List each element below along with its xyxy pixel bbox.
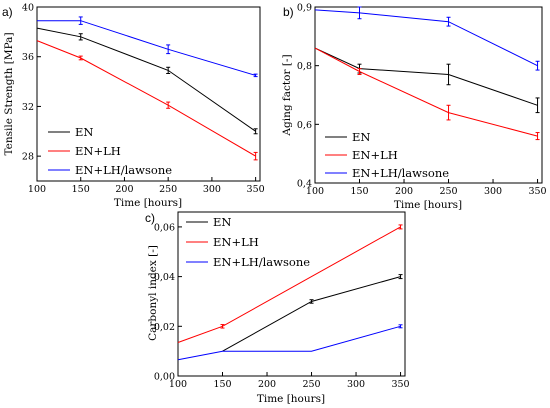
series-line-en-lh-lawsone — [177, 325, 401, 361]
panel-b-ylabel: Aging factor [-] — [281, 54, 293, 136]
series-line-en-lh-lawsone — [37, 20, 256, 76]
panel-c-ticks: 100 150 200 250 300 350 0,00 0,02 0,04 0,06 — [154, 222, 410, 390]
y-tick-label: 0,9 — [297, 3, 312, 14]
panel-a-letter: a) — [2, 5, 13, 19]
legend-label: EN+LH — [213, 235, 259, 249]
panel-c-legend: EN EN+LH EN+LH/lawsone — [186, 215, 310, 269]
panel-a: a) 100 150 200 250 300 350 28 32 36 40 Time [hour… — [2, 3, 265, 210]
x-tick-label: 250 — [302, 379, 320, 390]
y-tick-label: 32 — [22, 102, 34, 113]
y-tick-label: 0,02 — [154, 322, 175, 333]
legend-label: EN — [213, 215, 231, 229]
x-tick-label: 300 — [484, 186, 502, 197]
y-tick-label: 0,8 — [297, 61, 312, 72]
x-tick-label: 200 — [115, 184, 133, 195]
legend-label: EN+LH/lawsone — [352, 166, 449, 180]
y-tick-label: 28 — [22, 152, 34, 163]
legend-label: EN+LH — [75, 144, 121, 158]
series-line-en-lh — [314, 47, 538, 137]
panel-c: c) 100 150 200 250 300 350 0,00 0,02 0,04 0,06 Ti… — [145, 211, 410, 405]
series-line-en-lh — [177, 226, 401, 343]
panel-c-letter: c) — [145, 211, 155, 225]
x-tick-label: 150 — [213, 379, 231, 390]
panel-b-plot-area — [314, 6, 543, 184]
series-line-en — [222, 276, 401, 352]
x-tick-label: 150 — [72, 184, 90, 195]
panel-a-xlabel: Time [hours] — [114, 197, 182, 209]
series-line-en — [36, 27, 256, 132]
panel-b-ticks: 100 150 200 250 300 350 0,4 0,6 0,8 0,9 — [297, 3, 547, 198]
panel-a-ticks: 100 150 200 250 300 350 28 32 36 40 — [22, 3, 265, 196]
panel-b-xlabel: Time [hours] — [394, 199, 462, 211]
x-tick-label: 200 — [395, 186, 413, 197]
series-line-en-lh-lawsone — [314, 9, 538, 67]
x-tick-label: 250 — [439, 186, 457, 197]
x-tick-label: 100 — [306, 186, 324, 197]
legend-label: EN — [352, 130, 370, 144]
x-tick-label: 350 — [391, 379, 409, 390]
panel-b: b) 100 150 200 250 300 350 0,4 0,6 0,8 0,9 Time [… — [281, 3, 547, 212]
x-tick-label: 250 — [159, 184, 177, 195]
panel-b-letter: b) — [283, 5, 294, 19]
x-tick-label: 350 — [528, 186, 546, 197]
series-line-en — [314, 47, 538, 106]
x-tick-label: 200 — [258, 379, 276, 390]
y-tick-label: 0,6 — [297, 120, 312, 131]
panel-a-plot-area — [36, 6, 261, 182]
x-tick-label: 300 — [347, 379, 365, 390]
y-tick-label: 0,06 — [154, 222, 175, 233]
x-tick-label: 350 — [247, 184, 265, 195]
panel-c-ylabel: Carbonyl index [-] — [147, 245, 159, 341]
x-tick-label: 100 — [169, 379, 187, 390]
x-tick-label: 100 — [28, 184, 46, 195]
panel-a-ylabel: Tensile Strength [MPa] — [3, 32, 15, 155]
x-tick-label: 150 — [350, 186, 368, 197]
y-tick-label: 0,04 — [154, 272, 175, 283]
legend-label: EN+LH/lawsone — [213, 255, 310, 269]
panel-b-marks — [314, 6, 540, 141]
panel-c-plot-area — [177, 211, 406, 377]
y-tick-label: 0,4 — [297, 179, 312, 190]
legend-label: EN — [75, 125, 93, 139]
legend-label: EN+LH/lawsone — [75, 163, 172, 177]
panel-c-marks — [177, 224, 403, 361]
y-tick-label: 36 — [22, 52, 34, 63]
panel-b-legend: EN EN+LH EN+LH/lawsone — [325, 130, 449, 180]
x-tick-label: 300 — [203, 184, 221, 195]
series-line-en-lh — [36, 40, 256, 157]
panel-a-marks — [36, 16, 258, 161]
legend-label: EN+LH — [352, 148, 398, 162]
y-tick-label: 0,00 — [154, 372, 175, 383]
y-tick-label: 40 — [22, 3, 34, 14]
panel-c-xlabel: Time [hours] — [257, 393, 325, 405]
panel-a-legend: EN EN+LH EN+LH/lawsone — [48, 125, 172, 177]
